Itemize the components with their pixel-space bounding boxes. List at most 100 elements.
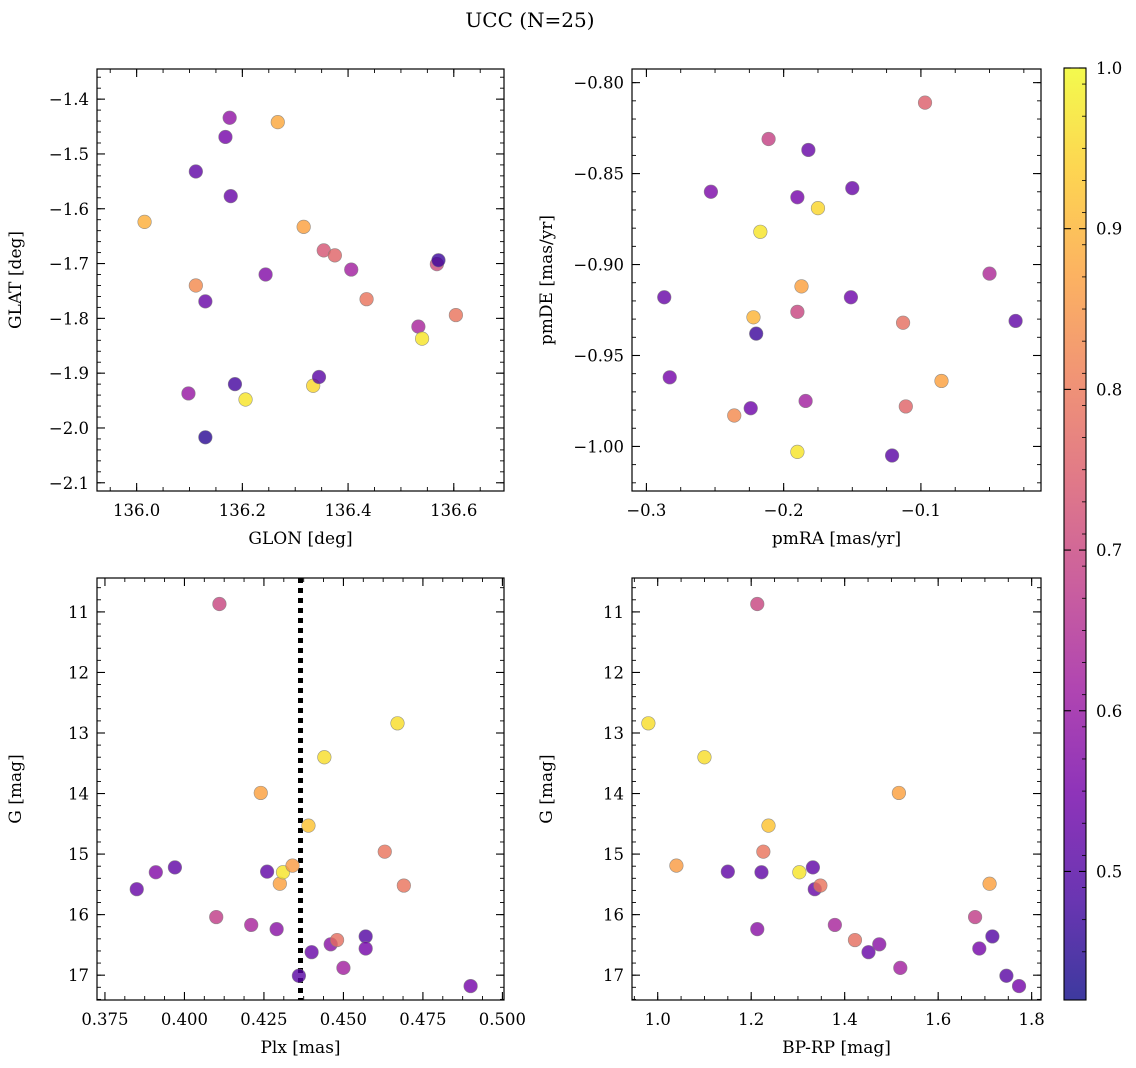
colorbar-tick-label: 0.5 (1096, 862, 1122, 881)
y-axis-label: pmDE [mas/yr] (537, 215, 557, 345)
x-tick-label: 1.6 (925, 1010, 951, 1029)
x-tick-label: 0.475 (399, 1010, 446, 1029)
data-point (270, 115, 285, 130)
y-axis-label: GLAT [deg] (6, 231, 26, 329)
y-tick-label: −1.4 (49, 90, 89, 109)
data-point (209, 909, 224, 925)
data-point (285, 858, 300, 873)
scatter-panel-1: 136.0 136.2 136.4 136.6 −2.1 −2.0 −1.9 −1.8 −1.7… (6, 68, 505, 549)
colorbar-tick-label: 0.6 (1096, 702, 1122, 721)
data-point (641, 716, 656, 731)
x-tick-label: −0.3 (626, 501, 666, 520)
data-point (448, 307, 464, 323)
data-point (167, 860, 183, 875)
data-point (358, 929, 373, 944)
y-tick-label: 16 (68, 906, 89, 925)
data-point (327, 248, 342, 263)
data-point (761, 818, 776, 833)
x-axis-label: pmRA [mas/yr] (772, 529, 901, 549)
data-point (662, 370, 677, 385)
x-tick-label: 136.0 (113, 501, 160, 520)
data-point (336, 960, 351, 976)
data-point (749, 326, 764, 341)
axes-frame (96, 577, 505, 1001)
axes-frame (96, 68, 505, 492)
data-point (792, 865, 807, 880)
colorbar-tick-label: 0.7 (1096, 541, 1122, 560)
data-point (198, 430, 213, 445)
y-tick-label: −1.00 (573, 437, 624, 456)
data-point (1008, 313, 1023, 329)
y-tick-label: 14 (603, 785, 624, 804)
data-point (148, 865, 163, 880)
x-tick-label: 1.0 (645, 1010, 671, 1029)
axes-frame (631, 577, 1042, 1001)
x-tick-label: 136.2 (219, 501, 266, 520)
data-point (329, 932, 345, 948)
data-point (227, 377, 243, 392)
y-tick-label: −0.85 (573, 165, 624, 184)
data-point (891, 785, 907, 801)
data-point (756, 844, 771, 859)
x-tick-label: 0.500 (479, 1010, 526, 1029)
data-point (463, 978, 478, 994)
data-point (396, 878, 411, 893)
x-axis-label: Plx [mas] (260, 1038, 340, 1058)
y-tick-label: −1.5 (49, 145, 89, 164)
data-point (794, 279, 809, 294)
x-tick-label: 136.4 (324, 501, 371, 520)
data-point (982, 266, 997, 281)
data-point (358, 941, 373, 956)
scatter-panel-2: −0.3 −0.2 −0.1 −1.00 −0.95 −0.90 −0.85 −0.80 pmR… (537, 68, 1042, 549)
data-point (414, 331, 430, 346)
data-point (895, 315, 911, 330)
scatter-panel-4: 1.0 1.2 1.4 1.6 1.8 11 12 13 14 15 16 17 BP-RP [mag]… (537, 577, 1045, 1058)
data-point (727, 408, 742, 423)
data-point (291, 968, 307, 983)
data-point (222, 110, 237, 125)
data-point (296, 219, 311, 234)
data-point (377, 844, 392, 859)
data-point (431, 253, 446, 268)
data-point (847, 932, 863, 948)
y-axis-label: G [mag] (537, 754, 557, 823)
data-point (843, 290, 859, 305)
y-tick-label: −2.1 (49, 474, 89, 493)
data-point (743, 401, 758, 416)
y-tick-label: 16 (603, 906, 624, 925)
x-tick-label: 0.425 (240, 1010, 287, 1029)
data-point (238, 392, 253, 407)
data-point (750, 596, 765, 612)
y-tick-label: 12 (603, 663, 624, 682)
data-point (181, 386, 196, 401)
data-point (137, 214, 152, 230)
data-point (390, 716, 405, 731)
data-point (917, 95, 933, 110)
y-tick-label: −1.7 (49, 255, 89, 274)
data-point (746, 310, 761, 325)
x-tick-label: −0.2 (764, 501, 804, 520)
figure-title: UCC (N=25) (465, 8, 594, 32)
data-point (884, 448, 900, 463)
y-tick-label: 13 (603, 724, 624, 743)
y-tick-label: 11 (603, 603, 624, 622)
y-tick-label: −0.80 (573, 74, 624, 93)
y-tick-label: −1.9 (49, 364, 89, 383)
data-point (999, 968, 1014, 983)
colorbar-tick-label: 0.9 (1096, 220, 1122, 239)
y-tick-label: 15 (603, 845, 624, 864)
data-point (223, 189, 238, 204)
data-point (253, 785, 268, 801)
data-point (129, 882, 144, 897)
y-tick-label: 15 (68, 845, 89, 864)
y-tick-label: −2.0 (49, 419, 89, 438)
data-point (411, 319, 426, 334)
x-tick-label: 136.6 (430, 501, 477, 520)
data-point (258, 267, 273, 282)
x-tick-label: 1.8 (1019, 1010, 1045, 1029)
x-axis-label: GLON [deg] (248, 529, 352, 549)
data-point (1011, 978, 1027, 994)
data-point (317, 750, 332, 765)
data-point (813, 878, 828, 893)
